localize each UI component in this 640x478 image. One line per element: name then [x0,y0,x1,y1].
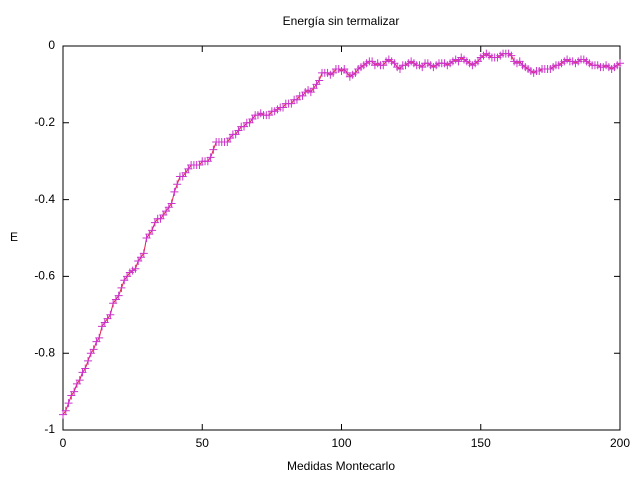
point-marker [315,76,324,85]
point-marker [75,376,84,385]
chart-title: Energía sin termalizar [283,14,400,28]
point-marker [81,364,90,373]
y-tick-label: -0.4 [34,192,55,206]
point-marker [70,387,79,396]
y-tick-label: -0.2 [34,115,55,129]
y-tick-label: -0.6 [34,269,55,283]
x-tick-label: 200 [610,436,630,450]
point-marker [89,345,98,354]
point-marker [209,145,218,154]
y-tick-label: -0.8 [34,345,55,359]
point-marker [206,153,215,162]
point-marker [167,199,176,208]
point-marker [173,180,182,189]
point-marker [148,226,157,235]
point-marker [84,356,93,365]
point-marker [170,187,179,196]
point-marker [106,310,115,319]
y-tick-label: 0 [48,38,55,52]
point-marker [139,249,148,258]
x-tick-label: 100 [331,436,351,450]
y-axis-label: E [10,230,18,244]
point-marker [114,291,123,300]
x-tick-label: 50 [196,436,210,450]
x-tick-label: 0 [60,436,67,450]
point-marker [61,406,70,415]
point-marker [507,51,516,60]
point-marker [95,333,104,342]
point-marker [117,283,126,292]
y-tick-label: -1 [44,422,55,436]
x-tick-label: 150 [471,436,491,450]
point-marker [131,264,140,273]
point-marker [64,399,73,408]
x-axis-label: Medidas Montecarlo [287,459,395,473]
point-marker [616,59,624,68]
